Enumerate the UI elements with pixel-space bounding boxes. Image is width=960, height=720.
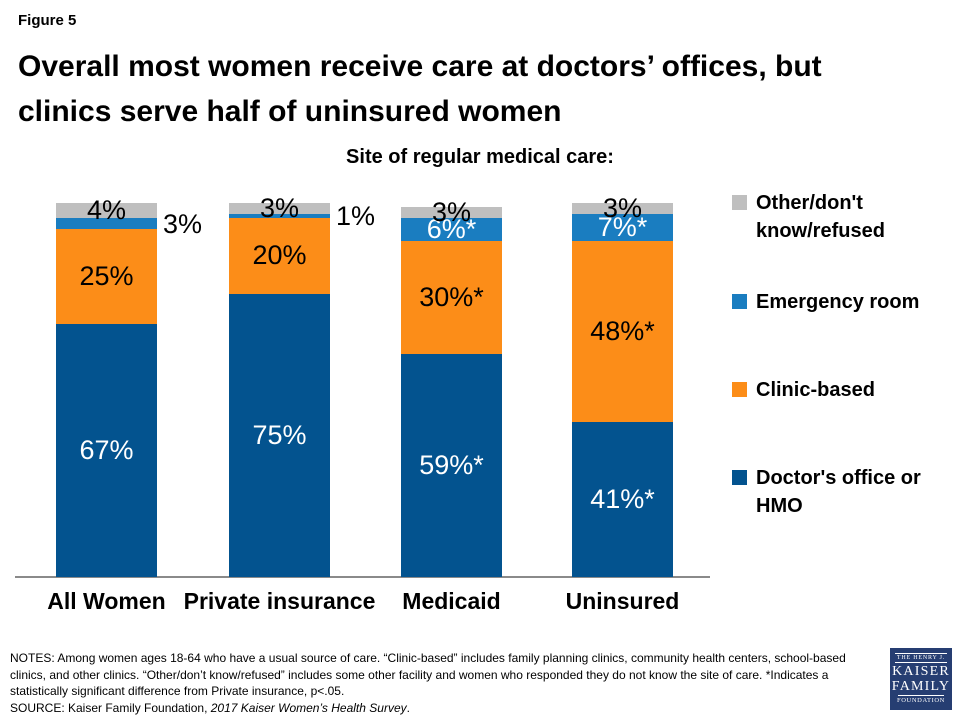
bar-all-women: 67% 25% 4% (56, 196, 157, 577)
bar-segment-label: 75% (252, 419, 307, 450)
category-label: Medicaid (402, 588, 501, 614)
kaiser-family-foundation-logo: THE HENRY J. KAISER FAMILY FOUNDATION (890, 648, 952, 710)
bar-segment: 67% (56, 323, 157, 577)
bar-segment-label: 48%* (590, 315, 655, 346)
bar-segment: 30%* (401, 240, 502, 354)
chart-subtitle: Site of regular medical care: (346, 146, 614, 168)
legend-swatch-doctors-office (732, 470, 747, 485)
bar-segment: 7%* (572, 211, 673, 242)
bar-segment-label: 7%* (597, 211, 648, 242)
bar-segment-label: 3% (602, 192, 643, 223)
category-label: All Women (47, 588, 166, 614)
bar-segment: 59%* (401, 353, 502, 577)
notes-line-2: clinics, and other clinics. “Other/don’t… (10, 667, 829, 682)
legend-label-other: Other/don't know/refused (756, 192, 885, 242)
x-axis-line (15, 576, 710, 578)
logo-text-foundation: FOUNDATION (897, 697, 945, 704)
bar-private-insurance: 75% 20% 3% (229, 194, 330, 577)
bar-segment: 41%* (572, 422, 673, 577)
bar-segment-label: 20% (252, 240, 307, 271)
bar-uninsured: 41%* 48%* 7%* 3% (572, 194, 673, 577)
bar-medicaid: 59%* 30%* 6%* 3% (401, 198, 502, 577)
bar-segment: 3% (229, 194, 330, 221)
legend-label-clinic-based: Clinic-based (756, 379, 875, 401)
bar-segment: 25% (56, 229, 157, 324)
source-suffix: . (406, 700, 410, 715)
bar-segment-label: 6%* (426, 213, 477, 244)
logo-text-top: THE HENRY J. (894, 653, 948, 663)
bar-segment-label: 3% (431, 196, 472, 227)
figure-label: Figure 5 (18, 12, 77, 29)
bar-segment (56, 217, 157, 230)
notes-line-3: statistically significant difference fro… (10, 684, 345, 698)
notes-text: NOTES: Among women ages 18-64 who have a… (10, 650, 885, 716)
logo-text-family: FAMILY (891, 679, 951, 694)
bar-segment (229, 214, 330, 218)
legend-swatch-other (732, 195, 747, 210)
bar-segment-label: 25% (79, 261, 134, 291)
bar-segment: 75% (229, 293, 330, 577)
bar-segment: 48%* (572, 240, 673, 423)
bar-segment: 4% (56, 196, 157, 223)
title-line-1: Overall most women receive care at docto… (18, 50, 822, 83)
legend-item-emergency-room: Emergency room (732, 289, 950, 317)
logo-divider (898, 695, 944, 696)
bar-segment: 6%* (401, 213, 502, 244)
page-title: Overall most women receive care at docto… (18, 44, 938, 134)
legend-swatch-clinic-based (732, 382, 747, 397)
bar-segment-label: 59%* (419, 449, 484, 480)
bar-segment-label: 67% (79, 434, 134, 465)
bar-segment-label: 30%* (419, 281, 484, 312)
source-line: SOURCE: Kaiser Family Foundation, 2017 K… (10, 700, 885, 717)
legend-item-doctors-office: Doctor's office or HMO (732, 465, 950, 520)
bar-segment: 20% (229, 217, 330, 294)
legend-item-other: Other/don't know/refused (732, 190, 950, 245)
source-prefix: SOURCE: Kaiser Family Foundation, (10, 700, 211, 715)
bar-segment-outside-label: 3% (163, 208, 203, 239)
legend-label-doctors-office: Doctor's office or HMO (756, 467, 921, 517)
category-label: Private insurance (183, 588, 376, 614)
category-label: Uninsured (565, 588, 680, 614)
bar-segment-label: 41%* (590, 484, 655, 515)
legend-swatch-emergency-room (732, 294, 747, 309)
bar-segment-label: 4% (86, 194, 127, 225)
logo-text-kaiser: KAISER (892, 664, 950, 679)
bar-segment: 3% (401, 198, 502, 225)
legend-label-emergency-room: Emergency room (756, 291, 920, 313)
source-citation: 2017 Kaiser Women’s Health Survey (210, 700, 407, 715)
notes-line-1: NOTES: Among women ages 18-64 who have a… (10, 651, 846, 665)
title-line-2: clinics serve half of uninsured women (18, 95, 562, 128)
bar-segment-outside-label: 1% (336, 201, 376, 231)
bar-segment-label: 3% (259, 192, 300, 223)
bar-segment: 3% (572, 194, 673, 221)
legend-item-clinic-based: Clinic-based (732, 377, 950, 405)
